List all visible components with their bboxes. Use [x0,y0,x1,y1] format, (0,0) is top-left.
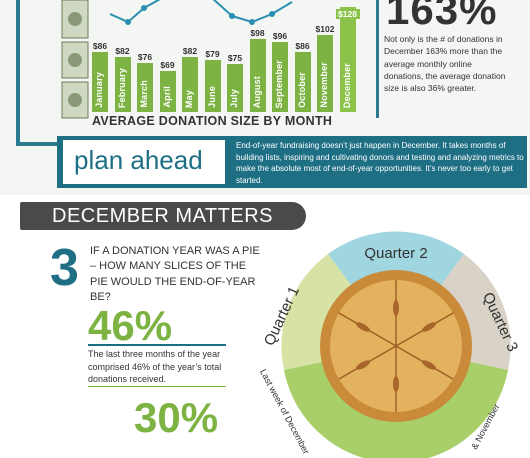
bar-month-label: December [341,62,352,108]
bar-value-label: $76 [137,52,153,62]
plan-ahead-text: End-of-year fundraising doesn’t just hap… [236,141,524,185]
stat-divider [88,386,226,387]
bar-value-label: $82 [115,46,130,56]
bar-september [272,42,288,112]
pie-chart-illustration: Quarter 2 Quarter 1 Quarter 3 Last week … [258,231,521,458]
bar-month-label: September [274,59,284,108]
stat-46: 46% [88,302,173,349]
bar-value-label: $69 [160,60,175,70]
bar-april [159,71,176,112]
stat-underline [88,344,226,346]
bar-value-label: $102 [315,24,335,34]
bar-value-label: $128 [335,9,360,19]
pie-question: IF A DONATION YEAR WAS A PIE – HOW MANY … [90,245,260,304]
trend-line [109,0,293,25]
bar-may [182,57,198,112]
bar-month-label: April [161,86,172,108]
bar-june [204,60,221,112]
bar-value-label: $86 [295,41,310,51]
plan-ahead-box [63,140,225,184]
bar-month-label: March [139,80,149,108]
step-number: 3 [50,239,79,297]
stat-46-description: The last three months of the year compri… [88,349,222,385]
bar-value-label: $75 [227,53,243,63]
plan-ahead-title: plan ahead [74,145,203,175]
pie-label-q2: Quarter 2 [364,245,427,262]
bar-value-label: $86 [92,41,108,51]
bar-august [249,39,266,112]
bar-month-label: July [229,89,239,108]
december-banner [20,202,306,230]
stat-description: Not only is the # of donations in Decemb… [384,34,506,94]
donation-bar-chart: January $86 February $82 March $76 April $69 May… [92,0,362,112]
bar-january [92,52,108,112]
bar-value-label: $96 [272,31,288,41]
bar-july [227,64,243,112]
chart-title: AVERAGE DONATION SIZE BY MONTH [92,114,333,128]
bar-month-label: January [94,72,104,108]
bar-month-label: October [296,72,307,108]
bar-month-label: June [206,86,217,108]
bar-value-label: $82 [182,46,198,56]
bar-month-label: November [319,62,329,108]
divider-line [376,0,379,118]
bar-month-label: May [184,89,194,108]
bar-december [339,7,356,112]
bar-february [114,57,131,112]
money-stack-icon [61,0,89,119]
bar-month-label: August [251,75,262,108]
bar-month-label: February [116,67,127,108]
bar-value-label: $79 [205,49,220,59]
bar-november [317,35,333,112]
big-stat: 163% [386,0,498,33]
december-title: DECEMBER MATTERS [52,205,273,227]
stat-30: 30% [134,394,219,441]
bar-march [137,63,153,112]
bar-october [294,52,311,112]
bar-value-label: $98 [250,28,265,38]
